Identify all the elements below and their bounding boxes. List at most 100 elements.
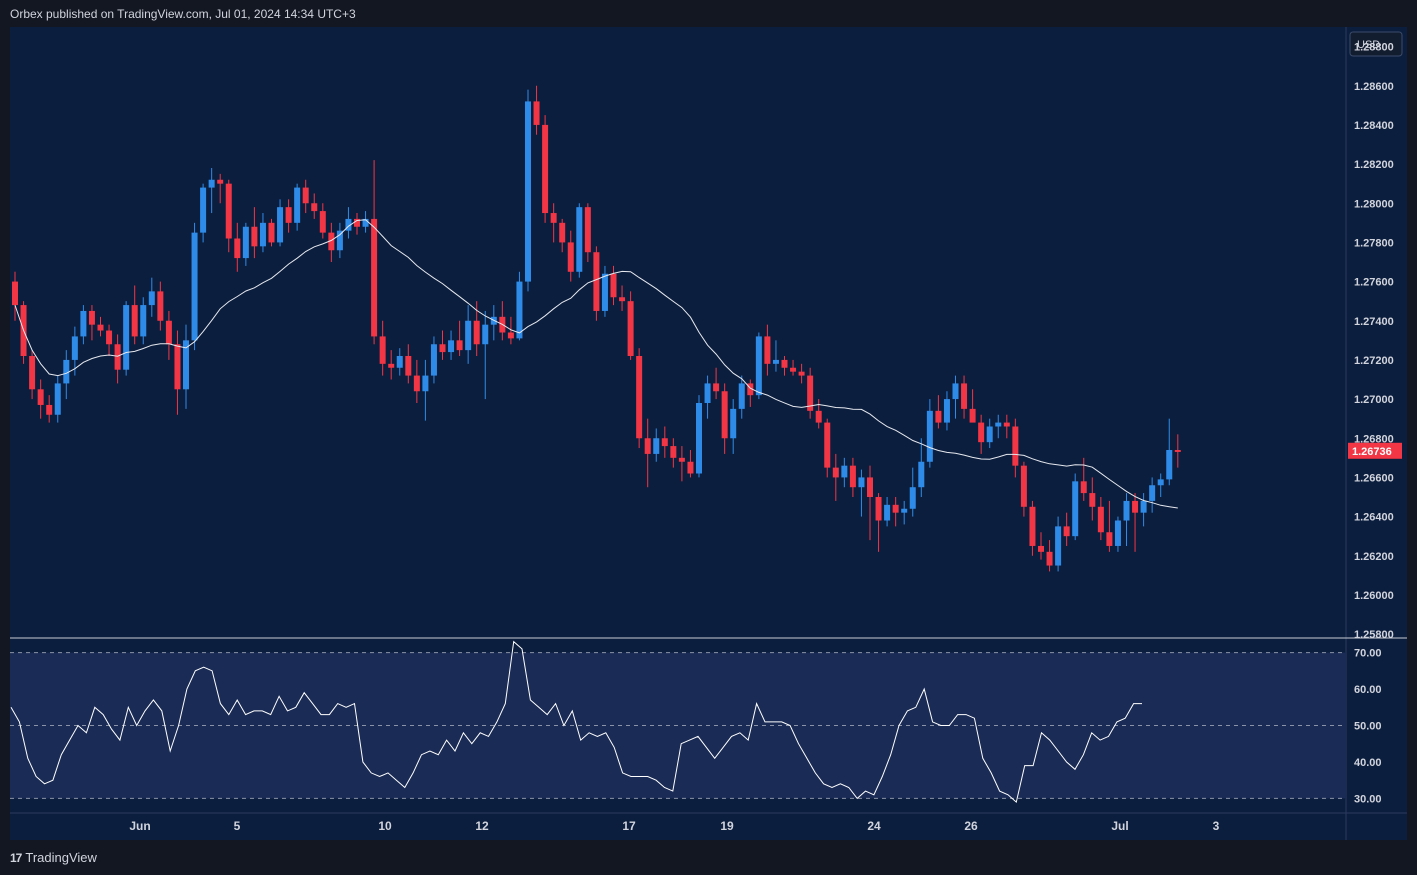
rsi-tick-label: 50.00 [1354,721,1382,733]
candle-up [54,383,61,415]
candle-down [559,222,566,243]
currency-button[interactable] [1349,31,1403,57]
candle-up [1149,485,1156,501]
candle-up [183,340,189,390]
candle-down [721,391,728,439]
candle-up [738,383,745,409]
candle-up [1166,450,1173,480]
candle-up [80,310,87,337]
candle-down [1106,532,1113,546]
candle-up [653,438,660,454]
candle-down [619,297,626,302]
candle-up [858,477,865,488]
candle-down [29,356,36,390]
candle-up [336,230,343,251]
price-tick-label: 1.27200 [1354,355,1394,367]
candle-down [217,179,224,184]
rsi-tick-label: 70.00 [1354,648,1382,660]
candle-down [1174,450,1181,452]
price-tick-label: 1.28200 [1354,159,1394,171]
candle-down [379,336,386,364]
candle-down [1132,500,1139,513]
candle-up [191,232,198,341]
candle-up [704,383,711,403]
candle-down [670,446,677,458]
candle-down [388,363,395,368]
price-tick-label: 1.25800 [1354,629,1394,641]
price-tick-label: 1.27600 [1354,277,1394,289]
candle-up [148,291,155,306]
candle-down [319,211,326,233]
candle-down [935,410,942,423]
moving-average-line [14,219,1178,509]
candle-up [696,403,702,474]
time-tick-label: 12 [475,819,489,833]
candle-down [542,124,549,214]
candle-up [601,273,608,311]
candle-down [1003,422,1010,427]
candle-down [106,330,113,345]
candle-down [892,504,899,513]
publisher-line: Orbex published on TradingView.com, Jul … [10,7,356,21]
candle-down [251,226,258,247]
last-price-label: 1.26736 [1352,446,1392,458]
candle-up [123,305,130,370]
candle-down [311,203,318,212]
candle-down [969,408,976,423]
candle-up [1157,479,1164,486]
candle-down [1020,465,1027,507]
price-tick-label: 1.27000 [1354,394,1394,406]
candle-down [46,404,53,415]
price-tick-label: 1.26800 [1354,433,1394,445]
candle-up [396,356,403,368]
time-tick-label: 17 [622,819,636,833]
candle-up [755,336,762,396]
candle-down [764,336,771,364]
candle-down [978,422,985,443]
candle-down [473,320,480,345]
candle-down [12,281,18,306]
candle-up [422,375,429,392]
candle-down [507,332,514,339]
candle-down [867,477,873,497]
candle-down [1063,526,1070,537]
time-tick-label: 19 [720,819,734,833]
candle-up [884,504,891,521]
candle-down [354,218,360,227]
candle-down [97,324,104,331]
candle-down [644,438,651,454]
candle-up [995,422,1002,427]
candle-up [277,207,284,243]
candle-down [567,242,574,272]
price-tick-label: 1.26000 [1354,590,1394,602]
candle-down [849,465,856,488]
candle-down [713,383,720,392]
candle-up [362,218,369,227]
candle-up [1114,520,1121,546]
candle-up [772,359,779,364]
candle-down [234,238,241,259]
candle-up [943,399,950,423]
candle-down [114,344,121,370]
candle-up [918,461,925,488]
price-tick-label: 1.28600 [1354,81,1394,93]
candle-down [678,457,685,462]
candle-up [63,359,70,384]
tradingview-branding[interactable]: 17 TradingView [10,850,97,865]
candle-up [345,218,352,231]
candle-up [1140,500,1147,513]
candle-down [687,461,694,474]
candle-down [593,252,600,311]
candle-up [926,410,933,462]
candle-down [661,438,668,447]
candle-down [1046,551,1053,566]
price-tick-label: 1.26400 [1354,512,1394,524]
candle-down [439,344,446,353]
candle-up [140,305,147,337]
candle-down [225,183,232,239]
candle-down [174,344,181,390]
candle-down [584,207,591,253]
rsi-tick-label: 60.00 [1354,684,1382,696]
candle-down [302,187,309,204]
brand-name: TradingView [25,850,97,865]
